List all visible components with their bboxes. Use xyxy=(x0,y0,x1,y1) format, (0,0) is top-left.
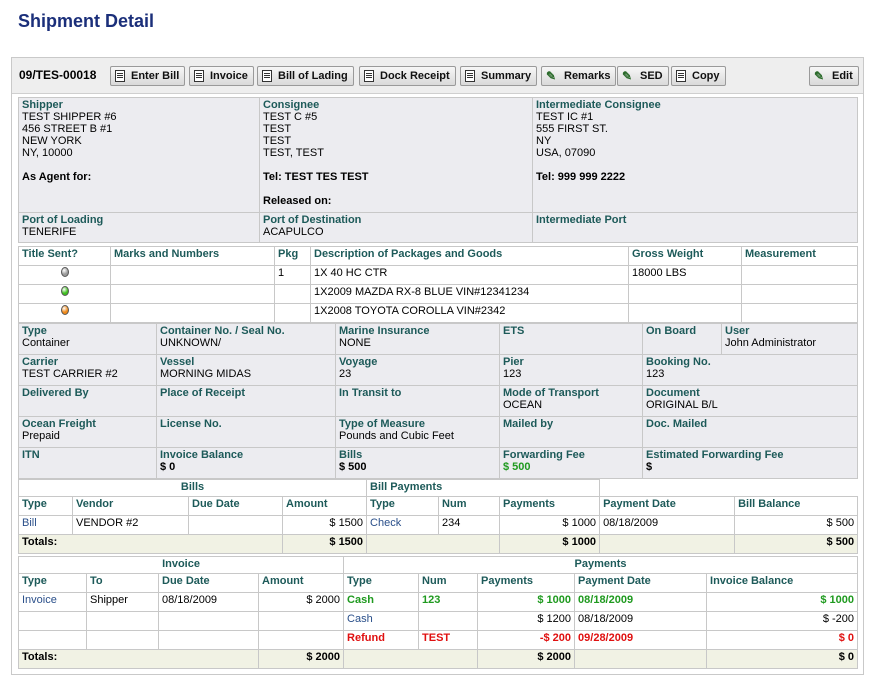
sed-button[interactable]: ✎ SED xyxy=(617,66,669,86)
table-row: 1 1X 40 HC CTR 18000 LBS xyxy=(18,265,858,285)
page-title: Shipment Detail xyxy=(18,11,155,31)
pencil-icon: ✎ xyxy=(814,69,825,83)
document-icon xyxy=(465,70,475,82)
status-dot-icon xyxy=(60,267,69,277)
status-dot-icon xyxy=(60,286,69,296)
bills-title: Bills xyxy=(17,479,368,497)
shipment-id: 09/TES-00018 xyxy=(19,68,97,82)
bill-payments-title: Bill Payments xyxy=(366,479,601,497)
table-row: 1X2009 MAZDA RX-8 BLUE VIN#12341234 xyxy=(18,284,858,304)
col-gross-weight: Gross Weight xyxy=(628,246,742,266)
copy-button[interactable]: Copy xyxy=(671,66,726,86)
invoice-link[interactable]: Invoice xyxy=(18,592,87,612)
document-icon xyxy=(676,70,686,82)
table-row: Refund TEST -$ 200 09/28/2009 $ 0 xyxy=(18,630,859,650)
remarks-button[interactable]: ✎ Remarks xyxy=(541,66,617,86)
edit-button[interactable]: ✎ Edit xyxy=(809,66,859,86)
status-dot-icon xyxy=(60,305,69,315)
details-table: Type Container Container No. / Seal No. UN… xyxy=(18,323,858,479)
table-row: Invoice Shipper 08/18/2009 $ 2000 Cash 1… xyxy=(18,592,859,612)
col-pkg: Pkg xyxy=(274,246,311,266)
enter-bill-button[interactable]: Enter Bill xyxy=(110,66,186,86)
totals-row: Totals: $ 1500 $ 1000 $ 500 xyxy=(18,534,859,554)
summary-button[interactable]: Summary xyxy=(460,66,538,86)
toolbar: 09/TES-00018 Enter Bill Invoice Bill of … xyxy=(12,58,863,94)
port-of-destination-cell: Port of Destination ACAPULCO xyxy=(259,212,533,243)
payment-type-link[interactable]: Refund xyxy=(343,630,420,650)
invoice-table: Invoice Payments Type To Due Date Amount… xyxy=(17,556,859,669)
invoice-button[interactable]: Invoice xyxy=(189,66,254,86)
document-icon xyxy=(115,70,125,82)
consignee-cell: Consignee TEST C #5 TEST TEST TEST, TEST… xyxy=(259,97,533,213)
payments-title: Payments xyxy=(343,556,859,574)
col-title-sent: Title Sent? xyxy=(18,246,111,266)
goods-table: Title Sent? Marks and Numbers Pkg Descri… xyxy=(18,246,858,323)
intermediate-port-cell: Intermediate Port xyxy=(532,212,858,243)
bill-link[interactable]: Bill xyxy=(18,515,73,535)
table-row: 1X2008 TOYOTA COROLLA VIN#2342 xyxy=(18,303,858,323)
table-row: Bill VENDOR #2 $ 1500 Check 234 $ 1000 0… xyxy=(18,515,859,535)
dock-receipt-button[interactable]: Dock Receipt xyxy=(359,66,456,86)
port-of-loading-cell: Port of Loading TENERIFE xyxy=(18,212,260,243)
shipper-cell: Shipper TEST SHIPPER #6 456 STREET B #1 … xyxy=(18,97,260,213)
pencil-icon: ✎ xyxy=(622,69,633,83)
invoice-title: Invoice xyxy=(17,556,345,574)
document-icon xyxy=(194,70,204,82)
bill-of-lading-button[interactable]: Bill of Lading xyxy=(257,66,354,86)
document-icon xyxy=(364,70,374,82)
check-link[interactable]: Check xyxy=(366,515,440,535)
pencil-icon: ✎ xyxy=(546,69,557,83)
col-measurement: Measurement xyxy=(741,246,858,266)
table-row: Cash $ 1200 08/18/2009 $ -200 xyxy=(18,611,859,631)
shipment-detail-panel: 09/TES-00018 Enter Bill Invoice Bill of … xyxy=(11,57,864,675)
col-marks: Marks and Numbers xyxy=(110,246,275,266)
payment-type-link[interactable]: Cash xyxy=(343,611,420,631)
parties-table: Shipper TEST SHIPPER #6 456 STREET B #1 … xyxy=(18,97,858,243)
intermediate-consignee-cell: Intermediate Consignee TEST IC #1 555 FI… xyxy=(532,97,858,213)
totals-row: Totals: $ 2000 $ 2000 $ 0 xyxy=(18,649,859,669)
bills-table: Bills Bill Payments Type Vendor Due Date… xyxy=(17,479,859,554)
col-description: Description of Packages and Goods xyxy=(310,246,629,266)
payment-type-link[interactable]: Cash xyxy=(343,592,420,612)
document-icon xyxy=(262,70,272,82)
